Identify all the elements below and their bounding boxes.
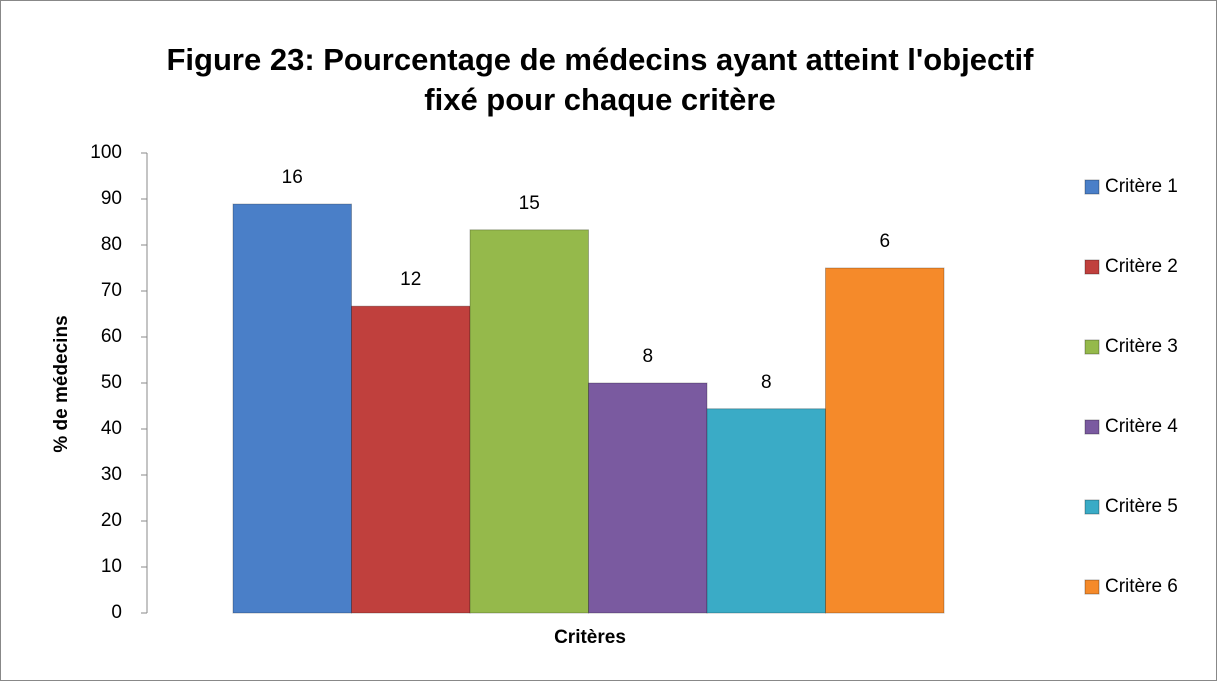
y-tick-label: 60	[101, 326, 122, 347]
y-tick-label: 90	[101, 188, 122, 209]
legend-label: Critère 5	[1105, 496, 1178, 517]
y-tick-label: 10	[101, 556, 122, 577]
y-tick-label: 40	[101, 418, 122, 439]
legend-label: Critère 4	[1105, 416, 1178, 437]
y-tick-label: 30	[101, 464, 122, 485]
legend-swatch	[1084, 259, 1100, 275]
chart-title: Figure 23: Pourcentage de médecins ayant…	[167, 42, 1035, 77]
bar	[469, 229, 589, 614]
legend-swatch	[1084, 179, 1100, 195]
y-tick-label: 80	[101, 234, 122, 255]
y-tick-label: 70	[101, 280, 122, 301]
data-label: 8	[761, 372, 772, 393]
bar	[232, 203, 352, 614]
x-axis-title: Critères	[554, 627, 626, 648]
y-tick-label: 0	[111, 602, 122, 623]
y-tick-label: 20	[101, 510, 122, 531]
y-tick-label: 100	[90, 142, 122, 163]
chart-subtitle: fixé pour chaque critère	[424, 82, 775, 117]
bar	[588, 382, 708, 614]
legend-label: Critère 2	[1105, 256, 1178, 277]
y-tick-label: 50	[101, 372, 122, 393]
data-label: 15	[519, 193, 540, 214]
legend-swatch	[1084, 499, 1100, 515]
bar	[706, 408, 826, 614]
data-label: 12	[400, 269, 421, 290]
legend-label: Critère 3	[1105, 336, 1178, 357]
y-axis-title: % de médecins	[51, 315, 72, 452]
legend-label: Critère 1	[1105, 176, 1178, 197]
bar	[351, 305, 471, 614]
bar	[825, 267, 945, 614]
data-label: 8	[642, 346, 653, 367]
legend-swatch	[1084, 579, 1100, 595]
legend-swatch	[1084, 419, 1100, 435]
data-label: 16	[282, 167, 303, 188]
legend-swatch	[1084, 339, 1100, 355]
data-label: 6	[879, 231, 890, 252]
legend-label: Critère 6	[1105, 576, 1178, 597]
